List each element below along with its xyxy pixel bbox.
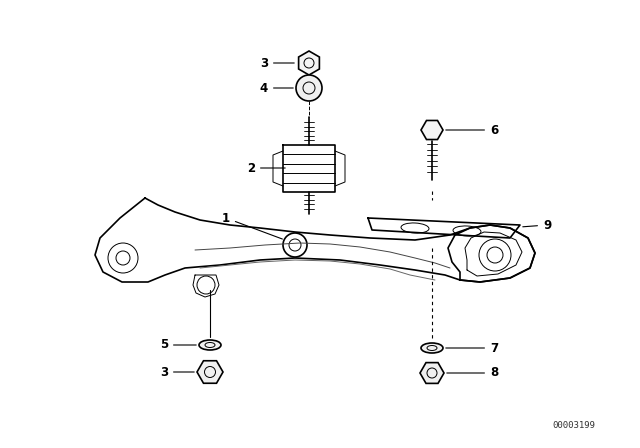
Text: 00003199: 00003199 — [552, 421, 595, 430]
Text: 3: 3 — [260, 56, 294, 69]
Text: 6: 6 — [446, 124, 499, 137]
Text: 4: 4 — [260, 82, 293, 95]
Text: 5: 5 — [160, 339, 196, 352]
Text: 3: 3 — [160, 366, 194, 379]
Text: 1: 1 — [222, 211, 282, 239]
Ellipse shape — [421, 343, 443, 353]
Text: 2: 2 — [247, 161, 285, 175]
Text: 9: 9 — [523, 219, 551, 232]
Text: 8: 8 — [447, 366, 499, 379]
Text: 7: 7 — [446, 341, 498, 354]
Circle shape — [296, 75, 322, 101]
Ellipse shape — [199, 340, 221, 350]
